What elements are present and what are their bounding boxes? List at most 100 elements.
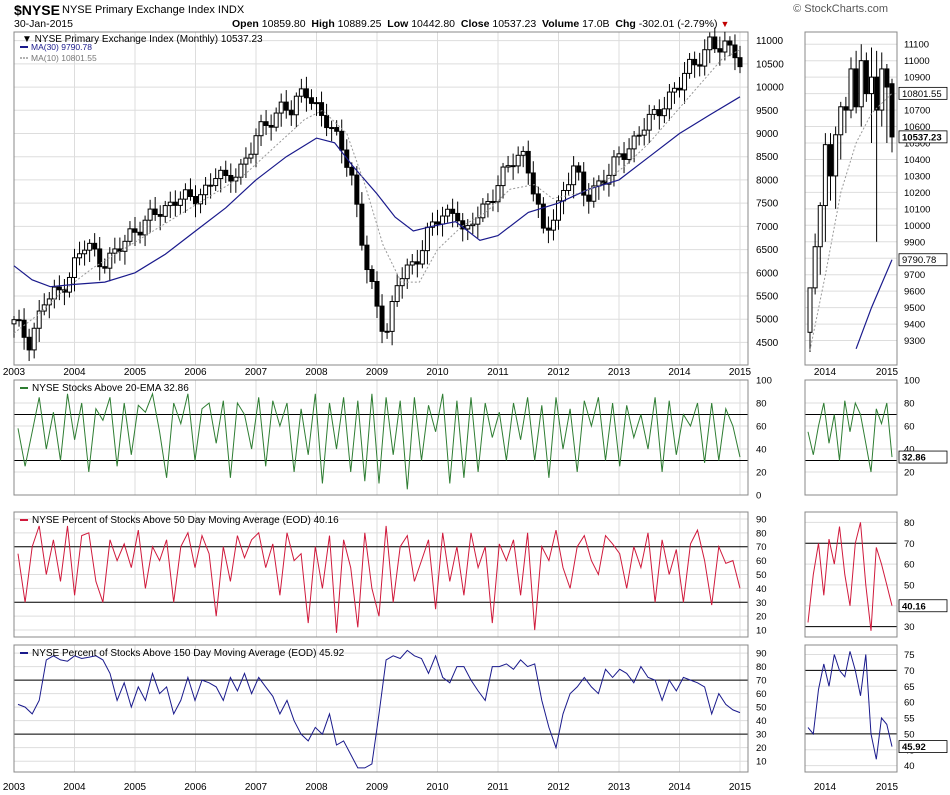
zoom-indicator-last-value-tag-box [898,450,948,464]
candle-body [288,109,294,116]
price-tick-label: 5500 [756,292,779,303]
zoom-tick-label: 10300 [904,171,930,182]
candle-body [21,319,27,338]
year-label-bottom: 2014 [668,782,691,793]
candle-body [293,95,299,116]
zoom-year-label-top: 2015 [876,367,899,378]
year-label-bottom: 2011 [487,782,509,793]
zoom-indicator-tick-label: 50 [904,580,915,591]
zoom-candle-body [879,68,885,111]
candle-body [732,44,738,59]
candle-body [369,269,375,283]
indicator-tick-label: 10 [756,626,767,637]
year-label-bottom: 2013 [608,782,631,793]
candle-body [248,153,254,159]
indicator-title: NYSE Stocks Above 20-EMA 32.86 [32,383,189,394]
candle-body [525,150,531,174]
candle-body [636,134,642,137]
price-tick-label: 8500 [756,152,779,163]
candle-body [545,227,551,231]
zoom-tick-label: 9900 [904,237,925,248]
candle-body [540,203,546,229]
candle-body [278,101,284,114]
candle-body [440,215,446,225]
zoom-indicator-last-value-tag: 45.92 [902,742,926,753]
high-label: High [311,18,335,30]
candle-body [460,220,466,230]
candle-body [722,40,728,53]
zoom-indicator-tick-label: 50 [904,729,915,740]
candle-body [646,113,652,131]
price-tick-label: 11000 [756,36,784,47]
zoom-candle-body [807,287,813,333]
candle-body [651,109,657,115]
high-value: 10889.25 [337,18,382,30]
candle-body [147,208,153,221]
candle-body [687,58,693,74]
candle-body [87,242,93,251]
indicator-panel [13,379,749,496]
ticker-symbol[interactable]: $NYSE [14,2,60,18]
candle-body [424,226,430,252]
candle-body [505,165,511,168]
zoom-candle-body [812,246,818,289]
zoom-tick-label: 10100 [904,204,930,215]
zoom-close-tag: 10537.23 [902,132,942,143]
candle-body [465,225,471,230]
candle-body [102,266,108,269]
zoom-indicator-line [807,400,893,473]
candle-body [394,285,400,303]
candle-body [112,248,118,254]
candle-body [656,109,662,117]
zoom-close-tag-box [898,130,948,144]
price-tick-label: 10500 [756,59,784,70]
candle-body [530,172,536,195]
candle-body [500,166,506,187]
year-label-top: 2013 [608,367,631,378]
candle-body [193,196,198,205]
candle-body [445,208,451,217]
indicator-tick-label: 80 [756,662,767,673]
candle-body [641,129,647,136]
zoom-tick-label: 9500 [904,303,925,314]
close-value: 10537.23 [492,18,537,30]
candle-body [268,124,274,128]
indicator-tick-label: 20 [756,612,767,623]
zoom-tick-label: 9300 [904,336,925,347]
zoom-candle-body [853,68,859,108]
candle-body [258,121,264,137]
candle-body [671,87,677,93]
year-label-top: 2012 [547,367,570,378]
candle-body [419,250,425,265]
candle-body [470,223,476,227]
candle-body [535,193,541,205]
candle-body [137,231,143,236]
zoom-candle-body [889,83,895,138]
candle-body [172,201,178,206]
candle-body [354,174,360,205]
year-label-bottom: 2009 [366,782,389,793]
candle-body [263,121,269,126]
indicator-tick-label: 70 [756,542,767,553]
zoom-candle-body [828,144,833,177]
index-name: NYSE Primary Exchange Index INDX [62,4,245,16]
year-label-top: 2007 [245,367,268,378]
candle-body [11,319,17,325]
candle-body [308,97,314,104]
candle-body [384,330,390,333]
candle-body [97,248,103,268]
zoom-candle-body [848,68,854,111]
price-tick-label: 9000 [756,129,779,140]
candle-body [379,305,385,332]
zoom-indicator-tick-label: 60 [904,698,915,709]
candle-body [298,88,304,97]
stockcharts-logo[interactable]: © StockCharts.com [793,3,888,15]
zoom-ma10-tag: 10801.55 [902,89,942,100]
candle-body [213,178,219,187]
zoom-candle-body [858,60,864,108]
indicator-tick-label: 10 [756,757,767,768]
candle-body [314,102,319,105]
year-label-top: 2008 [305,367,328,378]
zoom-indicator-last-value-tag-box [898,740,948,753]
year-label-top: 2011 [487,367,509,378]
